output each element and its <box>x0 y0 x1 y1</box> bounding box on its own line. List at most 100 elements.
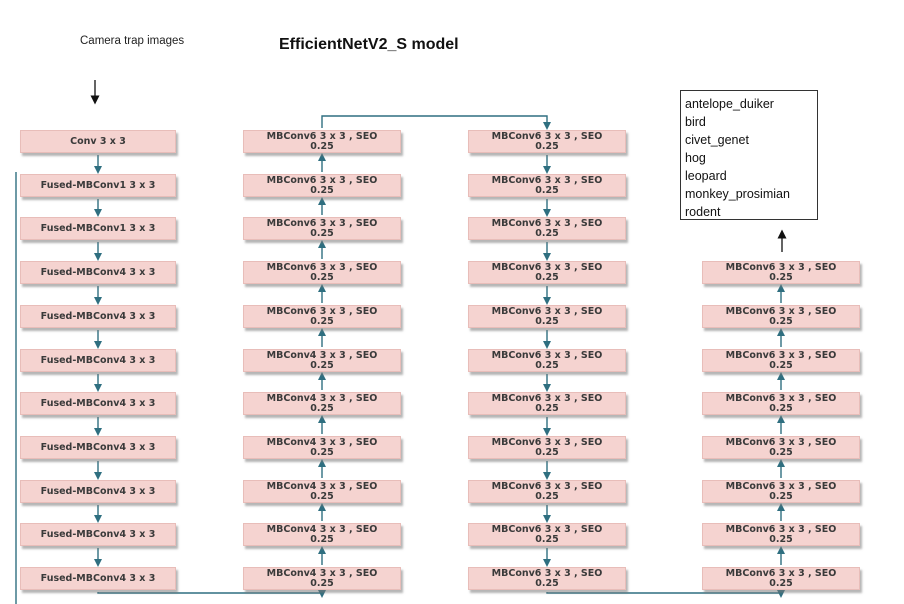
layer-block: Fused-MBConv4 3 x 3 <box>20 567 176 590</box>
layer-block-label: MBConv6 3 x 3 , SEO <box>491 174 603 186</box>
layer-block: MBConv6 3 x 3 , SEO 0.25 <box>468 130 626 153</box>
layer-block-label: Fused-MBConv4 3 x 3 <box>40 311 156 322</box>
layer-block-param: 0.25 <box>535 490 559 502</box>
diagram-title: EfficientNetV2_S model <box>279 36 459 53</box>
layer-block: MBConv6 3 x 3 , SEO 0.25 <box>702 567 860 590</box>
layer-block-label: MBConv6 3 x 3 , SEO <box>491 217 603 229</box>
layer-block: MBConv6 3 x 3 , SEO 0.25 <box>468 217 626 240</box>
layer-block-param: 0.25 <box>769 402 793 414</box>
layer-block: MBConv6 3 x 3 , SEO 0.25 <box>243 217 401 240</box>
layer-block-label: Fused-MBConv4 3 x 3 <box>40 573 156 584</box>
layer-block-label: MBConv6 3 x 3 , SEO <box>266 174 378 186</box>
layer-block-param: 0.25 <box>769 271 793 283</box>
layer-block: MBConv6 3 x 3 , SEO 0.25 <box>243 130 401 153</box>
class-label: civet_genet <box>685 133 749 147</box>
layer-block: MBConv6 3 x 3 , SEO 0.25 <box>702 480 860 503</box>
layer-block: MBConv6 3 x 3 , SEO 0.25 <box>702 349 860 372</box>
layer-block-label: MBConv6 3 x 3 , SEO <box>491 349 603 361</box>
layer-block: MBConv6 3 x 3 , SEO 0.25 <box>702 523 860 546</box>
layer-block-label: MBConv6 3 x 3 , SEO <box>725 305 837 317</box>
layer-block-label: MBConv6 3 x 3 , SEO <box>725 261 837 273</box>
layer-block-label: Fused-MBConv4 3 x 3 <box>40 486 156 497</box>
layer-block: MBConv6 3 x 3 , SEO 0.25 <box>468 523 626 546</box>
layer-block: MBConv4 3 x 3 , SEO 0.25 <box>243 392 401 415</box>
class-label: antelope_duiker <box>685 97 774 111</box>
layer-block: Fused-MBConv1 3 x 3 <box>20 174 176 197</box>
layer-block: MBConv4 3 x 3 , SEO 0.25 <box>243 349 401 372</box>
layer-block-label: Fused-MBConv1 3 x 3 <box>40 223 156 234</box>
layer-block-label: Fused-MBConv1 3 x 3 <box>40 180 156 191</box>
layer-block: MBConv6 3 x 3 , SEO 0.25 <box>468 305 626 328</box>
layer-block-label: MBConv4 3 x 3 , SEO <box>266 480 378 492</box>
layer-block-param: 0.25 <box>535 227 559 239</box>
layer-block-label: MBConv6 3 x 3 , SEO <box>491 436 603 448</box>
layer-block-label: MBConv6 3 x 3 , SEO <box>266 305 378 317</box>
layer-block: MBConv6 3 x 3 , SEO 0.25 <box>702 305 860 328</box>
layer-block: MBConv6 3 x 3 , SEO 0.25 <box>468 174 626 197</box>
layer-block-label: MBConv6 3 x 3 , SEO <box>266 130 378 142</box>
input-label: Camera trap images <box>80 35 185 47</box>
layer-block: MBConv6 3 x 3 , SEO 0.25 <box>243 261 401 284</box>
layer-block: MBConv4 3 x 3 , SEO 0.25 <box>243 523 401 546</box>
layer-block-label: MBConv6 3 x 3 , SEO <box>725 349 837 361</box>
class-label: hog <box>685 151 706 165</box>
layer-block: MBConv6 3 x 3 , SEO 0.25 <box>702 436 860 459</box>
class-label: bird <box>685 115 706 129</box>
layer-block-param: 0.25 <box>310 359 334 371</box>
layer-block-param: 0.25 <box>310 577 334 589</box>
layer-block-param: 0.25 <box>310 184 334 196</box>
layer-block-param: 0.25 <box>310 402 334 414</box>
layer-block-param: 0.25 <box>310 227 334 239</box>
layer-block: MBConv6 3 x 3 , SEO 0.25 <box>468 480 626 503</box>
class-label: rodent <box>685 205 721 219</box>
layer-block-label: MBConv4 3 x 3 , SEO <box>266 349 378 361</box>
layer-block-label: MBConv6 3 x 3 , SEO <box>725 392 837 404</box>
layer-block-label: MBConv6 3 x 3 , SEO <box>725 480 837 492</box>
layer-block-param: 0.25 <box>310 140 334 152</box>
layer-block-param: 0.25 <box>769 446 793 458</box>
layer-block: Fused-MBConv4 3 x 3 <box>20 436 176 459</box>
layer-block-label: Fused-MBConv4 3 x 3 <box>40 267 156 278</box>
layer-block-label: Conv 3 x 3 <box>70 136 126 147</box>
layer-block-label: MBConv6 3 x 3 , SEO <box>491 305 603 317</box>
layer-block: Conv 3 x 3 <box>20 130 176 153</box>
layer-block-param: 0.25 <box>310 490 334 502</box>
layer-block: MBConv6 3 x 3 , SEO 0.25 <box>468 567 626 590</box>
layer-block-param: 0.25 <box>769 577 793 589</box>
layer-block: MBConv4 3 x 3 , SEO 0.25 <box>243 567 401 590</box>
layer-block-label: MBConv6 3 x 3 , SEO <box>491 567 603 579</box>
connector-col2-to-col3 <box>321 115 551 130</box>
layer-block: MBConv4 3 x 3 , SEO 0.25 <box>243 436 401 459</box>
layer-block-label: MBConv4 3 x 3 , SEO <box>266 392 378 404</box>
layer-block: MBConv6 3 x 3 , SEO 0.25 <box>702 392 860 415</box>
layer-block-label: MBConv6 3 x 3 , SEO <box>491 130 603 142</box>
layer-block: MBConv4 3 x 3 , SEO 0.25 <box>243 480 401 503</box>
layer-block: MBConv6 3 x 3 , SEO 0.25 <box>468 261 626 284</box>
layer-block-param: 0.25 <box>535 315 559 327</box>
layer-block-param: 0.25 <box>535 533 559 545</box>
layer-block: MBConv6 3 x 3 , SEO 0.25 <box>468 436 626 459</box>
layer-block: MBConv6 3 x 3 , SEO 0.25 <box>243 174 401 197</box>
layer-block-label: MBConv6 3 x 3 , SEO <box>266 261 378 273</box>
layer-block-param: 0.25 <box>535 359 559 371</box>
layer-block-param: 0.25 <box>535 577 559 589</box>
layer-block-label: MBConv6 3 x 3 , SEO <box>725 523 837 535</box>
layer-block-param: 0.25 <box>535 446 559 458</box>
layer-block-param: 0.25 <box>769 490 793 502</box>
layer-block-label: Fused-MBConv4 3 x 3 <box>40 355 156 366</box>
layer-block: MBConv6 3 x 3 , SEO 0.25 <box>702 261 860 284</box>
layer-block-label: MBConv6 3 x 3 , SEO <box>491 523 603 535</box>
connector-col3-to-col4 <box>546 590 785 598</box>
layer-block-param: 0.25 <box>535 271 559 283</box>
layer-block: Fused-MBConv4 3 x 3 <box>20 261 176 284</box>
layer-block-param: 0.25 <box>535 402 559 414</box>
layer-block-param: 0.25 <box>310 533 334 545</box>
class-label: leopard <box>685 169 727 183</box>
class-label: monkey_prosimian <box>685 187 790 201</box>
layer-block: Fused-MBConv4 3 x 3 <box>20 392 176 415</box>
layer-block: MBConv6 3 x 3 , SEO 0.25 <box>468 349 626 372</box>
layer-block-label: MBConv6 3 x 3 , SEO <box>491 261 603 273</box>
layer-block-param: 0.25 <box>769 359 793 371</box>
layer-block-label: Fused-MBConv4 3 x 3 <box>40 442 156 453</box>
